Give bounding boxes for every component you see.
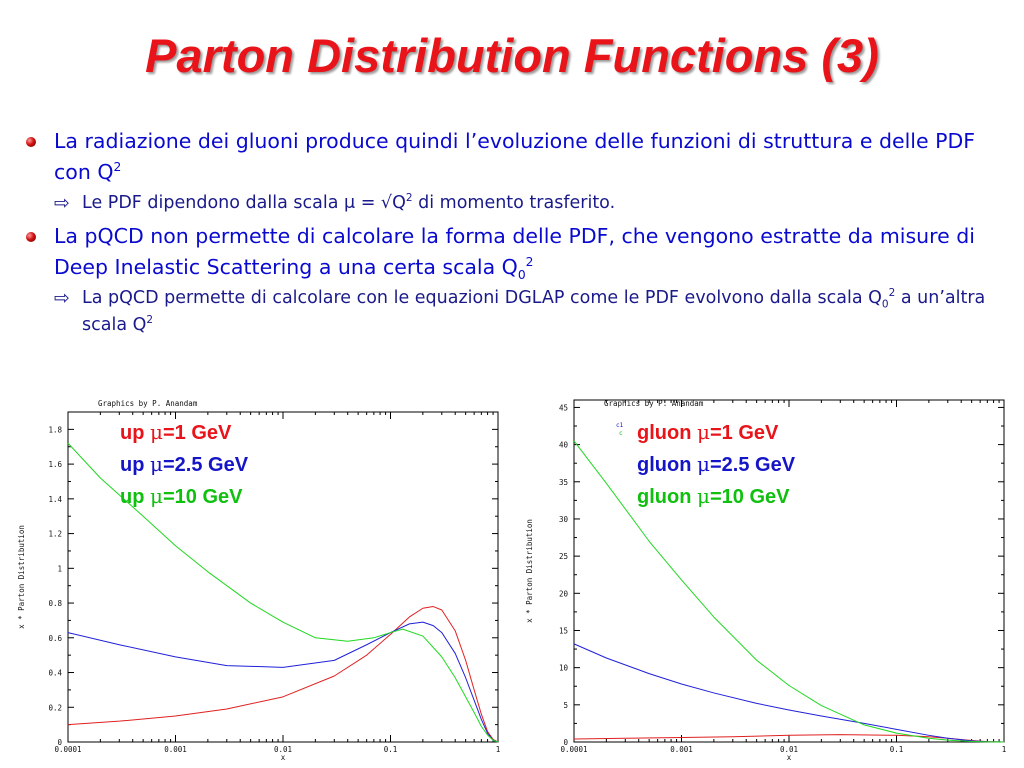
y-tick-label: 15	[559, 626, 568, 635]
sub-bullet-item-2: ⇨ La pQCD permette di calcolare con le e…	[24, 285, 1014, 339]
superscript: 2	[113, 160, 122, 175]
series-line-2	[67, 442, 499, 743]
legend-entry: gluon μ=2.5 GeV	[637, 452, 796, 476]
y-axis-label: x * Parton Distribution	[17, 525, 26, 629]
legend-entry: up μ=1 GeV	[120, 420, 232, 444]
graphics-credit: Graphics by P. Anandam	[98, 399, 198, 408]
graphics-credit: Graphics by P. Anandam	[604, 399, 704, 408]
corner-label: c	[619, 430, 623, 437]
superscript: 2	[525, 255, 534, 270]
y-tick-label: 20	[559, 589, 569, 598]
y-tick-label: 0	[57, 738, 62, 747]
bullet-dot-icon	[26, 232, 36, 242]
series-line-0	[67, 606, 499, 743]
gluon-pdf-chart: 0 5 10 15 20 25 30 35 40 45 0.0001 0.001 0.01 0.1 1 Gra…	[518, 392, 1018, 762]
bullet-dot-icon	[26, 137, 36, 147]
arrow-right-icon: ⇨	[54, 287, 70, 309]
corner-label: c1	[616, 422, 624, 429]
y-tick-label: 1.2	[48, 530, 62, 539]
subscript: 0	[881, 298, 889, 311]
sub-bullet-text: di momento trasferito.	[412, 193, 616, 213]
y-tick-label: 0.8	[48, 599, 62, 608]
y-tick-label: 40	[559, 441, 569, 450]
bullet-text: La pQCD non permette di calcolare la for…	[54, 224, 975, 279]
y-tick-label: 0.2	[48, 703, 62, 712]
y-tick-label: 0.4	[48, 669, 62, 678]
chart-svg: 0 0.2 0.4 0.6 0.8 1 1.2 1.4 1.6 1.8 0.0001 0.001 0.0…	[17, 399, 501, 762]
x-tick-label: 0.1	[890, 745, 904, 754]
y-tick-label: 1.4	[48, 495, 62, 504]
legend-entry: gluon μ=1 GeV	[637, 420, 779, 444]
series-line-2	[573, 440, 1005, 743]
x-tick-label: 0.0001	[560, 745, 587, 754]
up-quark-pdf-chart: 0 0.2 0.4 0.6 0.8 1 1.2 1.4 1.6 1.8 0.0001 0.001 0.0…	[10, 392, 510, 762]
y-tick-label: 1	[57, 564, 62, 573]
sub-bullet-text: La pQCD permette di calcolare con le equ…	[82, 288, 882, 308]
bullet-list: La radiazione dei gluoni produce quindi …	[24, 126, 1014, 343]
legend-entry: up μ=10 GeV	[120, 484, 243, 508]
x-axis-label: x	[281, 753, 286, 762]
y-tick-label: 0	[563, 738, 568, 747]
y-tick-label: 1.6	[48, 460, 62, 469]
y-tick-label: 0.6	[48, 634, 62, 643]
mu-symbol: μ	[344, 193, 356, 213]
chart-legend-gluon: gluon μ=1 GeV gluon μ=2.5 GeV gluon μ=10…	[637, 417, 795, 513]
sub-bullet-text: Le PDF dipendono dalla scala	[82, 193, 344, 213]
bullet-item-1: La radiazione dei gluoni produce quindi …	[24, 126, 1014, 188]
y-axis-label: x * Parton Distribution	[525, 519, 534, 623]
y-tick-label: 25	[559, 552, 568, 561]
series-line-1	[573, 643, 1005, 743]
series-line-1	[67, 621, 499, 743]
x-axis-label: x	[787, 753, 792, 762]
x-tick-label: 1	[496, 745, 501, 754]
x-tick-label: 0.01	[780, 745, 798, 754]
x-tick-label: 0.001	[670, 745, 693, 754]
y-tick-label: 35	[559, 478, 568, 487]
y-tick-label: 5	[563, 701, 568, 710]
legend-entry: up μ=2.5 GeV	[120, 452, 249, 476]
chart-svg: 0 5 10 15 20 25 30 35 40 45 0.0001 0.001 0.01 0.1 1 Gra…	[525, 399, 1007, 762]
bullet-item-2: La pQCD non permette di calcolare la for…	[24, 221, 1014, 283]
sub-bullet-item-1: ⇨ Le PDF dipendono dalla scala μ = √Q2 d…	[24, 190, 1014, 217]
superscript: 2	[888, 287, 896, 300]
x-tick-label: 0.0001	[54, 745, 81, 754]
chart-legend-up: up μ=1 GeV up μ=2.5 GeV up μ=10 GeV	[120, 417, 248, 513]
arrow-right-icon: ⇨	[54, 192, 70, 214]
x-tick-label: 1	[1002, 745, 1007, 754]
bullet-text: La radiazione dei gluoni produce quindi …	[54, 129, 976, 184]
superscript: 2	[146, 314, 154, 327]
sub-bullet-text: a un’altra scala Q	[82, 288, 986, 335]
y-tick-label: 45	[559, 403, 568, 412]
x-tick-label: 0.1	[384, 745, 398, 754]
superscript: 2	[405, 192, 413, 205]
y-tick-label: 30	[559, 515, 569, 524]
subscript: 0	[517, 268, 526, 283]
y-tick-label: 10	[559, 664, 569, 673]
slide-title: Parton Distribution Functions (3)	[145, 29, 879, 82]
y-tick-label: 1.8	[48, 425, 62, 434]
sub-bullet-text: = √Q	[355, 193, 406, 213]
x-tick-label: 0.001	[164, 745, 187, 754]
legend-entry: gluon μ=10 GeV	[637, 484, 790, 508]
x-tick-label: 0.01	[274, 745, 292, 754]
